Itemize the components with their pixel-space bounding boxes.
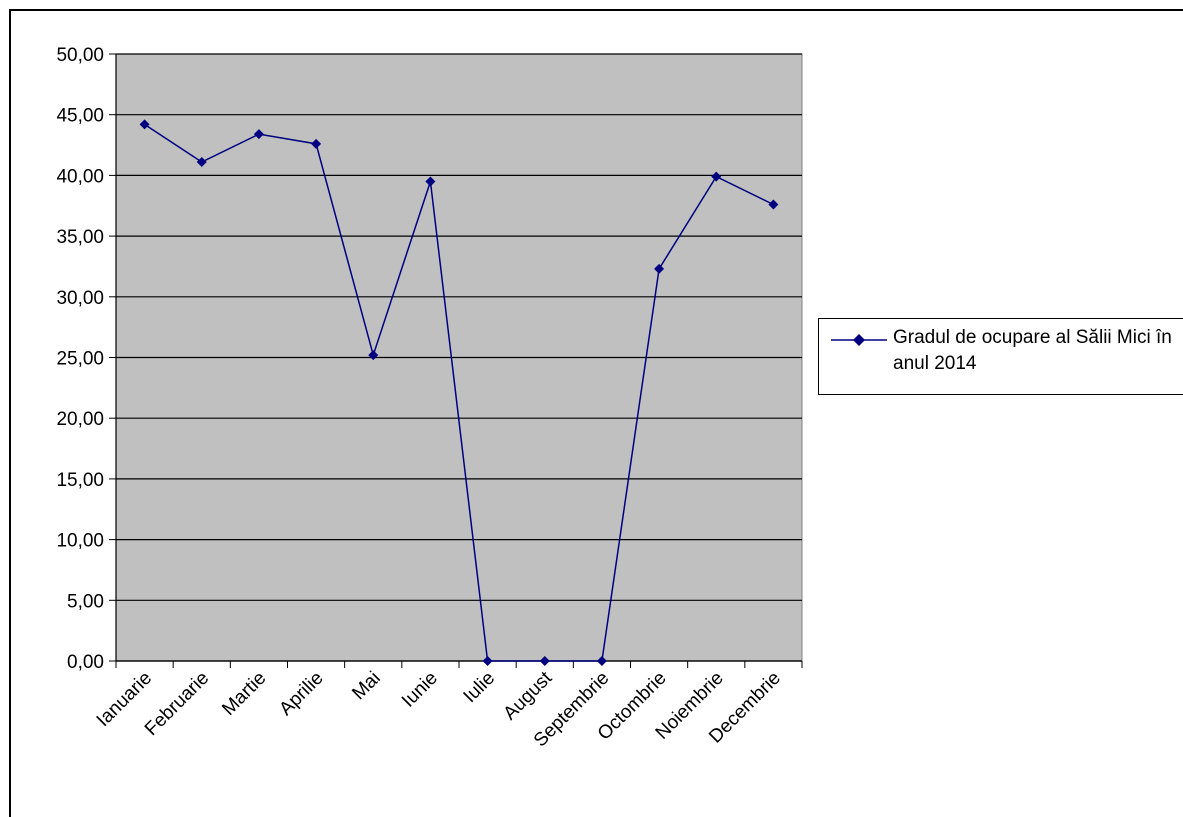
- legend-swatch: [831, 334, 887, 346]
- y-tick-label: 10,00: [56, 531, 104, 552]
- x-tick-label: Martie: [218, 668, 270, 720]
- data-point: [196, 157, 207, 168]
- y-tick-label: 25,00: [56, 349, 104, 370]
- data-point: [654, 263, 665, 274]
- y-tick-label: 30,00: [56, 288, 104, 309]
- data-point: [768, 199, 779, 210]
- data-point: [425, 176, 436, 187]
- legend: Gradul de ocupare al Sălii Mici în anul …: [818, 318, 1183, 395]
- data-point: [482, 656, 493, 666]
- data-point: [711, 171, 722, 182]
- data-point: [596, 656, 607, 666]
- data-point: [311, 138, 322, 149]
- series-line: [144, 123, 774, 662]
- y-tick-label: 20,00: [56, 409, 104, 430]
- x-tick-label: Aprilie: [275, 668, 327, 720]
- data-point: [368, 350, 379, 361]
- y-tick-label: 15,00: [56, 470, 104, 491]
- y-tick-label: 50,00: [56, 45, 104, 66]
- x-tick-label: Iulie: [460, 668, 499, 707]
- y-tick-label: 0,00: [67, 652, 104, 673]
- x-tick-label: August: [500, 667, 557, 724]
- data-point: [539, 656, 550, 666]
- x-tick-label: Iunie: [398, 668, 442, 712]
- legend-label: Gradul de ocupare al Sălii Mici în anul …: [893, 327, 1172, 374]
- data-point: [253, 129, 264, 140]
- y-tick-label: 5,00: [67, 591, 104, 612]
- y-tick-label: 40,00: [56, 166, 104, 187]
- y-tick-label: 35,00: [56, 227, 104, 248]
- y-axis-ticks: 0,00 5,00 10,00 15,00 20,00 25,00 30,00 35,00 40…: [56, 45, 116, 673]
- series-group: [139, 119, 779, 666]
- data-point: [139, 119, 150, 130]
- x-tick-label: Mai: [348, 668, 385, 705]
- y-tick-label: 45,00: [56, 106, 104, 127]
